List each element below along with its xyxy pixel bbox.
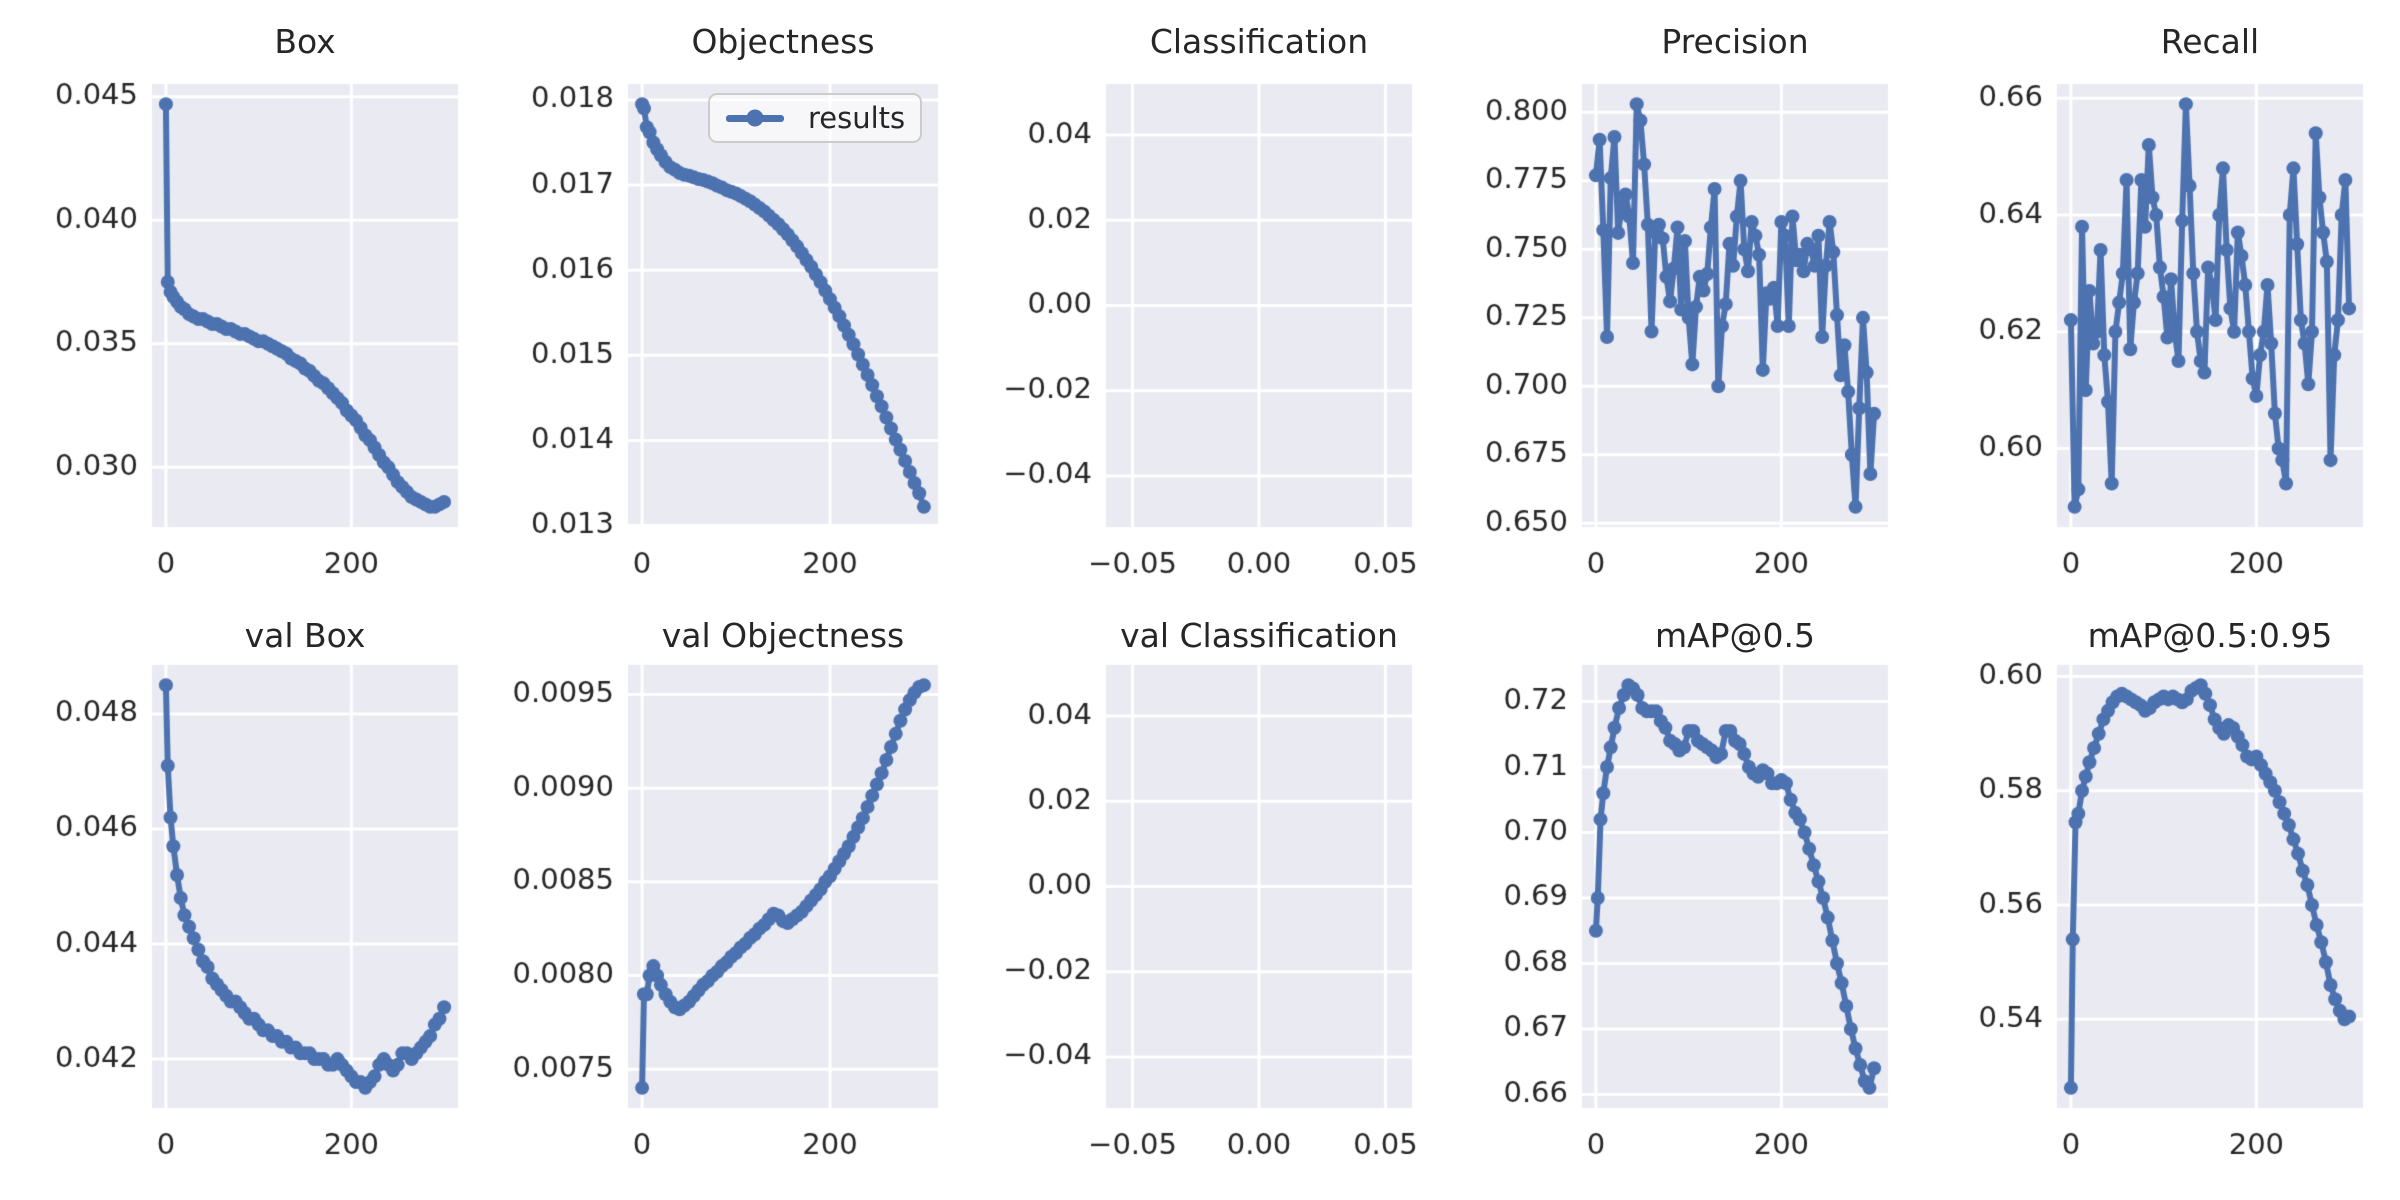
subplot-title-precision: Precision: [1661, 22, 1809, 61]
recall-plot-canvas: [1920, 0, 2400, 600]
box-plot-canvas: [0, 0, 480, 600]
subplot-map50: mAP@0.5: [1440, 600, 1920, 1200]
subplot-recall: Recall: [1920, 0, 2400, 600]
val-classification-plot-canvas: [960, 600, 1440, 1200]
subplot-map50-95: mAP@0.5:0.95: [1920, 600, 2400, 1200]
subplot-val-objectness: val Objectness: [480, 600, 960, 1200]
legend-label: results: [808, 100, 906, 135]
precision-plot-canvas: [1440, 0, 1920, 600]
subplot-title-val-classification: val Classification: [1120, 616, 1398, 655]
map50-95-plot-canvas: [1920, 600, 2400, 1200]
legend-marker-dot: [746, 109, 764, 127]
classification-plot-canvas: [960, 0, 1440, 600]
subplot-objectness: Objectness results: [480, 0, 960, 600]
subplot-title-classification: Classification: [1149, 22, 1369, 61]
val-box-plot-canvas: [0, 600, 480, 1200]
subplot-title-objectness: Objectness: [691, 22, 875, 61]
subplot-title-recall: Recall: [2160, 22, 2260, 61]
map50-plot-canvas: [1440, 600, 1920, 1200]
subplot-title-val-objectness: val Objectness: [661, 616, 905, 655]
legend: results: [708, 93, 922, 143]
subplot-title-map50: mAP@0.5: [1654, 616, 1816, 655]
subplot-precision: Precision: [1440, 0, 1920, 600]
subplot-title-box: Box: [274, 22, 336, 61]
legend-line-sample: [726, 109, 784, 127]
subplot-classification: Classification: [960, 0, 1440, 600]
val-objectness-plot-canvas: [480, 600, 960, 1200]
subplot-title-val-box: val Box: [244, 616, 366, 655]
subplot-val-classification: val Classification: [960, 600, 1440, 1200]
objectness-plot-canvas: [480, 0, 960, 600]
subplot-title-map50-95: mAP@0.5:0.95: [2087, 616, 2333, 655]
subplot-box: Box: [0, 0, 480, 600]
subplot-val-box: val Box: [0, 600, 480, 1200]
